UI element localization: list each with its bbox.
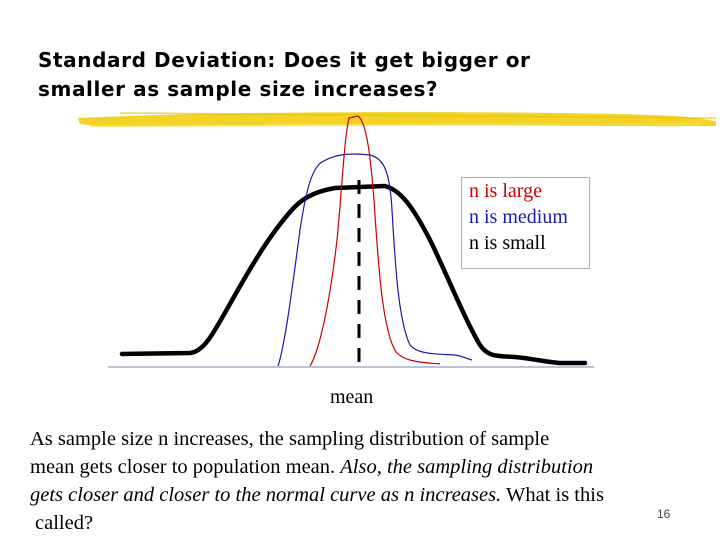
mean-label: mean	[330, 386, 374, 408]
page-number: 16	[657, 507, 671, 521]
distribution-graph	[108, 115, 594, 368]
slide-title: Standard Deviation: Does it get bigger o…	[38, 46, 698, 104]
legend-item-medium: n is medium	[469, 206, 568, 228]
body-text: As sample size n increases, the sampling…	[30, 425, 720, 537]
body-line-3-plain: What is this	[501, 484, 604, 506]
legend-item-small: n is small	[469, 232, 546, 254]
medium-n-curve	[277, 153, 473, 367]
body-line-1: As sample size n increases, the sampling…	[30, 428, 550, 450]
small-n-curve	[119, 183, 588, 366]
title-line-2: smaller as sample size increases?	[38, 77, 439, 101]
body-line-4: called?	[35, 512, 94, 534]
title-underline-stroke	[78, 112, 717, 127]
title-line-1: Standard Deviation: Does it get bigger o…	[38, 48, 531, 72]
body-line-2: mean gets closer to population mean. Als…	[30, 453, 720, 481]
body-line-2-plain: mean gets closer to population mean.	[30, 456, 341, 478]
body-line-3: gets closer and closer to the normal cur…	[30, 481, 720, 509]
legend-item-large: n is large	[469, 180, 542, 202]
body-line-3-italic: gets closer and closer to the normal cur…	[30, 484, 502, 506]
large-n-curve	[309, 115, 441, 367]
legend: n is large n is medium n is small	[461, 177, 590, 269]
body-line-2-italic: Also, the sampling distribution	[340, 456, 594, 478]
